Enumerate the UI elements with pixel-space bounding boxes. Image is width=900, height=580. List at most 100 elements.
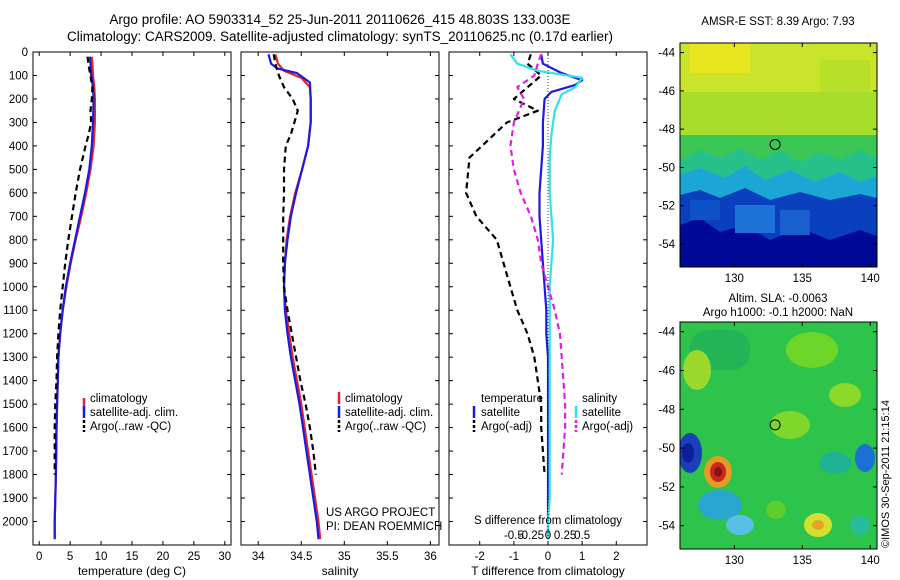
- lat-tick-label: -50: [658, 443, 675, 455]
- argo-position-marker: [769, 138, 781, 150]
- depth-tick-label: 2000: [2, 517, 28, 529]
- x-tick-label: 35: [338, 551, 351, 563]
- s-diff-tick-label: 0: [545, 530, 551, 542]
- lat-tick-label: -54: [658, 521, 675, 533]
- lat-tick-label: -48: [658, 404, 675, 416]
- s-diff-tick-label: 0.5: [574, 530, 590, 542]
- x-tick-label: 5: [67, 551, 73, 563]
- x-tick-label: 15: [126, 551, 139, 563]
- depth-tick-label: 200: [9, 94, 28, 106]
- depth-tick-label: 1600: [2, 423, 28, 435]
- depth-tick-label: 400: [9, 141, 28, 153]
- s-diff-tick-label: -0.5: [504, 530, 524, 542]
- x-tick-label: 35.5: [376, 551, 398, 563]
- depth-tick-label: 700: [9, 211, 28, 223]
- salinity-panel: 34 34.5 35 35.5 36 salinity climatology sate…: [240, 51, 442, 578]
- legend-label-satellite: satellite-adj. clim.: [90, 407, 178, 419]
- legend-label-argo: Argo(..raw -QC): [90, 421, 171, 433]
- series-line-argo-raw-qc-: [272, 54, 317, 475]
- x-tick-label: 34: [252, 551, 265, 563]
- lon-tick-label: 135: [793, 273, 812, 285]
- depth-tick-label: 900: [9, 258, 28, 270]
- depth-tick-label: 500: [9, 164, 28, 176]
- sla-map-subtitle: Argo h1000: -0.1 h2000: NaN: [703, 307, 853, 319]
- sla-map-field: [680, 322, 877, 549]
- x-tick-label: 20: [157, 551, 170, 563]
- legend-label-climatology: climatology: [90, 393, 148, 405]
- imos-credit: ©IMOS 30-Sep-2011 21:15:14: [880, 400, 892, 548]
- depth-tick-label: 1700: [2, 446, 28, 458]
- series-line-climatology: [274, 54, 322, 540]
- depth-tick-label: 0: [22, 47, 28, 59]
- temperature-legend: climatology satellite-adj. clim. Argo(..…: [82, 393, 178, 433]
- lat-tick-label: -46: [658, 86, 675, 98]
- difference-panel: -2 -1 0 1 2 -0.5-0.25 0 0.250.5 S difference f…: [448, 51, 648, 578]
- lon-tick-label: 140: [861, 273, 880, 285]
- legend-label-s-argo: Argo(-adj): [582, 421, 633, 433]
- x-tick-label: 1: [579, 551, 585, 563]
- depth-tick-label: 1900: [2, 493, 28, 505]
- lat-tick-label: -48: [658, 124, 675, 136]
- series-line-salinity-argo-adj-: [509, 53, 567, 475]
- series-line-satellite-adj-clim-: [267, 54, 320, 540]
- x-tick-label: 0: [36, 551, 42, 563]
- lat-tick-label: -46: [658, 366, 675, 378]
- temperature-panel: 0100200300400500600700800900100011001200…: [2, 47, 232, 578]
- figure-title: Argo profile: AO 5903314_52 25-Jun-2011 …: [109, 12, 571, 27]
- legend-group-temperature: temperature: [481, 393, 543, 405]
- legend-label-t-satellite: satellite: [481, 407, 520, 419]
- x-tick-label: 2: [613, 551, 619, 563]
- x-tick-label: 30: [218, 551, 231, 563]
- salinity-axis-label: salinity: [322, 564, 359, 578]
- depth-tick-label: 100: [9, 70, 28, 82]
- series-line-satellite-adj-clim-: [53, 56, 95, 540]
- lat-tick-label: -52: [658, 482, 675, 494]
- project-annotation: US ARGO PROJECT: [326, 507, 435, 519]
- pi-annotation: PI: DEAN ROEMMICH: [326, 521, 442, 533]
- depth-tick-label: 1500: [2, 399, 28, 411]
- series-line-argo-raw-qc-: [53, 56, 94, 475]
- lat-tick-label: -54: [658, 239, 675, 251]
- depth-tick-label: 1800: [2, 470, 28, 482]
- x-tick-label: -1: [509, 551, 519, 563]
- legend-label-argo: Argo(..raw -QC): [345, 421, 426, 433]
- sla-map-title: Altim. SLA: -0.0063: [728, 293, 827, 305]
- legend-label-s-satellite: satellite: [582, 407, 621, 419]
- sst-map-title: AMSR-E SST: 8.39 Argo: 7.93: [701, 16, 854, 28]
- sst-map-frame: [679, 42, 878, 268]
- lon-tick-label: 135: [793, 555, 812, 567]
- sst-map-field: [680, 43, 877, 267]
- sst-map-panel: AMSR-E SST: 8.39 Argo: 7.93 -44 -46 -48 -50…: [658, 16, 879, 285]
- depth-tick-label: 1000: [2, 282, 28, 294]
- sla-map-frame: [679, 321, 878, 550]
- temperature-axes-frame: [32, 51, 232, 546]
- lon-tick-label: 130: [725, 273, 744, 285]
- legend-group-salinity: salinity: [582, 393, 617, 405]
- t-difference-axis-label: T difference from climatology: [471, 564, 625, 578]
- depth-tick-label: 1100: [3, 305, 28, 317]
- temperature-axis-label: temperature (deg C): [78, 564, 186, 578]
- lat-tick-label: -44: [658, 327, 675, 339]
- series-line-temperature-satellite: [538, 54, 584, 540]
- lon-tick-label: 130: [725, 555, 744, 567]
- salinity-legend: climatology satellite-adj. clim. Argo(..…: [337, 392, 433, 433]
- legend-label-climatology: climatology: [345, 393, 403, 405]
- x-tick-label: 25: [187, 551, 200, 563]
- depth-tick-label: 800: [9, 235, 28, 247]
- series-line-temperature-argo-adj-: [465, 53, 546, 475]
- depth-tick-label: 1300: [2, 352, 28, 364]
- s-difference-axis-label: S difference from climatology: [474, 515, 622, 527]
- x-tick-label: 34.5: [290, 551, 312, 563]
- series-line-salinity-satellite: [509, 53, 584, 540]
- depth-tick-label: 300: [9, 117, 28, 129]
- figure-subtitle: Climatology: CARS2009. Satellite-adjuste…: [66, 29, 614, 44]
- x-tick-label: -2: [475, 551, 485, 563]
- x-tick-label: 10: [95, 551, 108, 563]
- sla-map-panel: Altim. SLA: -0.0063 Argo h1000: -0.1 h20…: [658, 293, 879, 567]
- salinity-axes-frame: [240, 51, 440, 546]
- lon-tick-label: 140: [861, 555, 880, 567]
- x-tick-label: 0: [545, 551, 551, 563]
- legend-label-satellite: satellite-adj. clim.: [345, 407, 433, 419]
- x-tick-label: 36: [424, 551, 437, 563]
